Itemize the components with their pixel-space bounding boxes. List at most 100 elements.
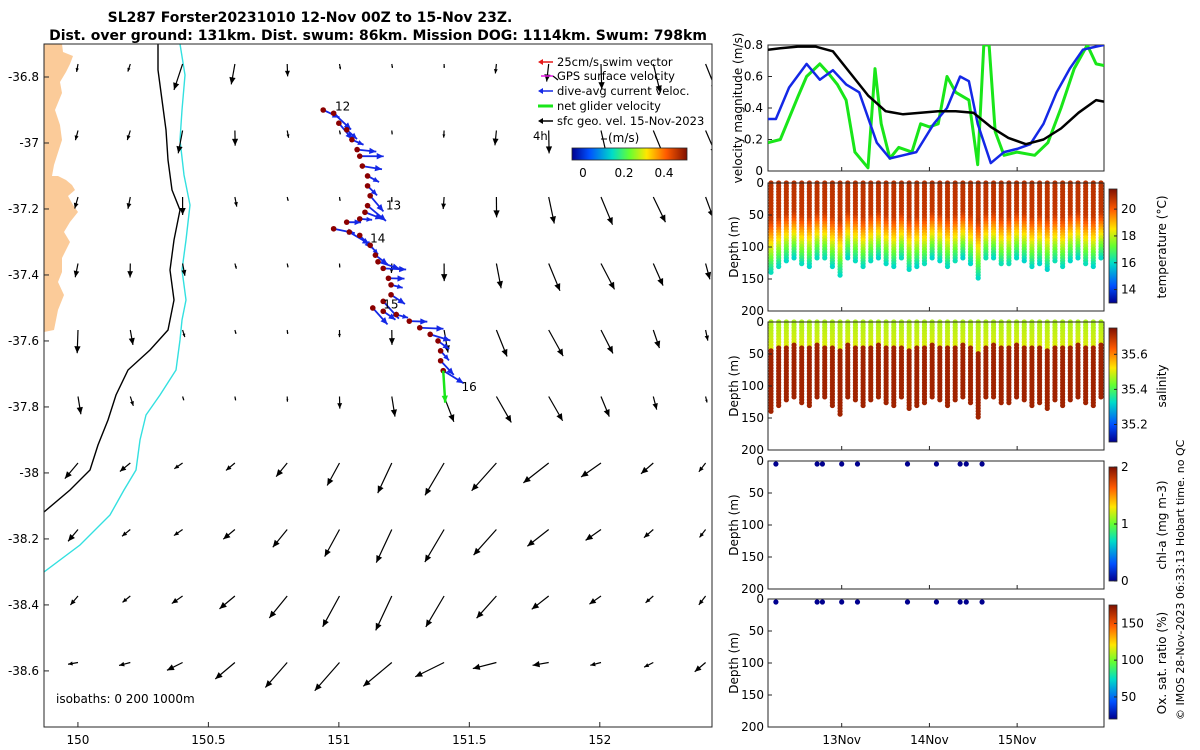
- section-salinity-p37-d122: [1052, 397, 1058, 403]
- geo-arrow-96: [324, 529, 341, 557]
- section-temperature-p31-d126: [1006, 261, 1012, 267]
- diveavg-vector-10: [369, 195, 385, 213]
- colorbar-tick-2: 0.4: [654, 166, 673, 180]
- geo-arrow-93: [173, 529, 183, 537]
- sample-oxygen-6: [933, 599, 940, 605]
- geo-arrow-142: [691, 729, 705, 741]
- cbar-0-tick-0: 14: [1121, 283, 1136, 297]
- geo-arrow-112: [476, 595, 497, 619]
- geo-arrow-104: [69, 595, 79, 606]
- section-salinity-p0-d140: [768, 408, 774, 414]
- geo-arrow-4: [284, 63, 290, 77]
- geo-arrow-31: [338, 196, 341, 202]
- section-salinity-p27-d149: [975, 414, 981, 420]
- sample-chl_a-6: [933, 461, 940, 467]
- geo-arrow-117: [67, 661, 79, 666]
- geo-arrow-105: [122, 595, 131, 603]
- section-3-ytick-1: 50: [749, 624, 764, 638]
- geo-arrow-124: [414, 661, 445, 678]
- geo-arrow-141: [642, 729, 653, 735]
- track-point-10: [367, 192, 373, 199]
- section-temperature-p18-d135: [906, 266, 912, 272]
- map-ytick-6: -38: [19, 466, 39, 480]
- colorbar-oxygen: [1108, 604, 1118, 720]
- geo-arrow-94: [222, 529, 236, 540]
- legend-swim: 25cm/s swim vector: [557, 55, 673, 69]
- colorbar-salinity: [1108, 327, 1118, 443]
- geo-arrow-122: [314, 662, 340, 692]
- section-temperature-p34-d131: [1029, 263, 1035, 270]
- section-salinity-p13-d122: [868, 397, 874, 403]
- geo-arrow-32: [390, 196, 393, 203]
- track-point-27: [380, 308, 387, 315]
- geo-arrow-102: [643, 529, 654, 539]
- section-temperature-p40-d117: [1075, 255, 1081, 261]
- track-point-5: [354, 146, 360, 153]
- geo-arrow-127: [590, 661, 602, 667]
- geo-arrow-55: [234, 329, 237, 335]
- geo-arrow-69: [286, 396, 289, 402]
- cbar-2-tick-1: 1: [1121, 517, 1129, 531]
- section-temperature-p41-d126: [1083, 261, 1089, 267]
- track-point-13: [356, 216, 363, 222]
- geo-arrow-106: [171, 595, 183, 605]
- section-temperature-p14-d117: [875, 255, 882, 261]
- section-temperature-p5-d131: [806, 263, 812, 270]
- cbar-0-tick-2: 18: [1121, 229, 1136, 243]
- geo-arrow-91: [67, 529, 79, 542]
- vm-ytick-2: 0.4: [744, 101, 763, 115]
- geo-arrow-139: [536, 728, 548, 733]
- geo-arrow-53: [128, 329, 135, 346]
- section-1-ytick-2: 100: [741, 379, 764, 393]
- section-salinity-p4-d126: [799, 400, 805, 406]
- geo-arrow-25: [705, 130, 712, 151]
- section-salinity-p42-d131: [1090, 402, 1096, 409]
- map-xtick-3: 151.5: [452, 733, 486, 747]
- geo-arrow-10: [598, 63, 605, 90]
- section-salinity-p17-d117: [898, 394, 905, 400]
- sample-chl_a-7: [957, 461, 963, 467]
- section-panel-temperature: 0 50 100 150 200 Depth (m) 14 16 18 20 temperature…: [727, 176, 1169, 318]
- track-point-14: [343, 219, 350, 225]
- cbar-0-tick-1: 16: [1121, 256, 1136, 270]
- land-mass: [44, 44, 78, 332]
- geo-arrow-118: [118, 661, 131, 667]
- section-salinity-p1-d131: [776, 402, 782, 409]
- geo-arrow-131: [116, 728, 131, 734]
- section-salinity-p7-d117: [822, 394, 828, 400]
- section-temperature-p29-d117: [990, 255, 997, 261]
- track-point-21: [380, 265, 387, 272]
- section-1-ytick-4: 200: [741, 443, 764, 457]
- section-salinity-p39-d122: [1067, 397, 1073, 403]
- section-temperature-p23-d131: [944, 263, 951, 270]
- diveavg-vector-11: [366, 204, 387, 222]
- section-3-ytick-4: 200: [741, 720, 764, 734]
- vm-line-geo: [768, 45, 1104, 146]
- track-point-11: [364, 202, 371, 209]
- geo-arrow-11: [652, 63, 662, 93]
- legend-gps: GPS surface velocity: [557, 69, 675, 83]
- sample-chl_a-4: [854, 461, 861, 467]
- vm-line-dive_avg: [768, 45, 1104, 165]
- cbar-0-tick-3: 20: [1121, 202, 1136, 216]
- section-salinity-p25-d117: [960, 394, 966, 400]
- section-temperature-p2-d122: [783, 258, 789, 264]
- section-temperature-p0-d140: [768, 269, 774, 275]
- colorbar-label: (m/s): [608, 131, 639, 145]
- track-point-18: [367, 242, 373, 249]
- track-point-19: [372, 252, 379, 258]
- geo-arrow-22: [545, 130, 553, 154]
- diveavg-vector-35: [442, 369, 465, 385]
- geo-arrow-37: [652, 196, 667, 223]
- section-temperature-p16-d131: [891, 263, 897, 270]
- day-label-0: 12: [335, 100, 350, 114]
- section-salinity-p16-d131: [891, 402, 897, 409]
- sample-oxygen-2: [819, 599, 825, 605]
- map-ytick-8: -38.4: [8, 598, 39, 612]
- colorbar-label-chl_a: chl-a (mg m-3): [1155, 480, 1169, 569]
- net-glider-arrow: [441, 370, 448, 403]
- vm-ytick-1: 0.2: [744, 133, 763, 147]
- section-temperature-p32-d117: [1013, 255, 1020, 261]
- geo-arrow-111: [425, 595, 445, 628]
- geo-arrow-9: [544, 63, 551, 82]
